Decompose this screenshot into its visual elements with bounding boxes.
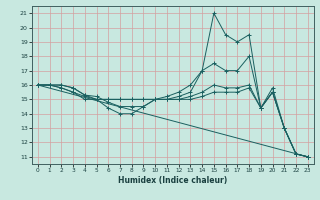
X-axis label: Humidex (Indice chaleur): Humidex (Indice chaleur) <box>118 176 228 185</box>
